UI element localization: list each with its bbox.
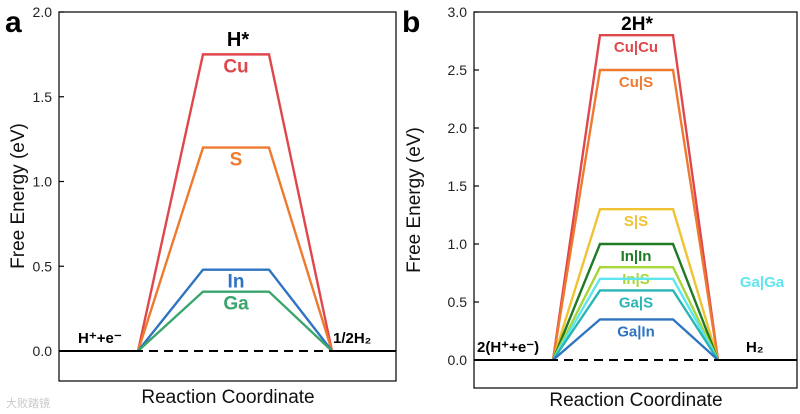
- panel-b-ylabel: Free Energy (eV): [404, 127, 425, 273]
- panel-a-frame: [58, 11, 397, 382]
- panel-a-series-label: S: [230, 150, 243, 171]
- panel-b-xlabel: Reaction Coordinate: [549, 390, 722, 411]
- panel-a-series-label: Cu: [223, 56, 248, 77]
- panel-a-end-label: 1/2H₂: [333, 330, 371, 347]
- panel-b-end-label: H₂: [746, 339, 764, 356]
- panel-b-frame: [473, 11, 798, 389]
- panel-b-ytick-label: 2.0: [448, 120, 468, 136]
- panel-a-ytick-label: 0.0: [33, 343, 53, 359]
- panel-a-series-line-ga: [137, 290, 333, 352]
- panel-b-letter: b: [402, 6, 420, 39]
- panel-b-peak-label: 2H*: [621, 14, 653, 35]
- panel-b-series-line-cu-s: [551, 68, 720, 361]
- panel-b-series-line-ga-in: [552, 318, 719, 361]
- panel-b-series-label: Cu|Cu: [614, 39, 658, 56]
- panel-b-series-label: In|In: [621, 248, 652, 265]
- panel-a-letter: a: [5, 6, 22, 39]
- panel-b-series-label: Ga|In: [617, 323, 655, 340]
- panel-b-ytick-label: 1.5: [448, 178, 468, 194]
- panel-b-series-label: Ga|Ga: [740, 274, 785, 291]
- panel-a-series-line-in: [137, 268, 333, 352]
- panel-a-ytick-label: 1.0: [33, 174, 53, 190]
- panel-b-series-line-s-s: [551, 208, 720, 361]
- panel-b-ytick-label: 1.0: [448, 236, 468, 252]
- panel-b-series-line-ga-s: [552, 289, 720, 361]
- panel-b-ytick-label: 3.0: [448, 4, 468, 20]
- panel-a-series-line-cu: [136, 53, 334, 352]
- panel-a-ytick-label: 1.5: [33, 89, 53, 105]
- panel-a-peak-label: H*: [227, 29, 249, 51]
- panel-a-start-label: H⁺+e⁻: [78, 330, 122, 347]
- panel-b-ytick-label: 2.5: [448, 62, 468, 78]
- panel-a-series-label: Ga: [223, 294, 249, 315]
- panel-a-series-line-s: [136, 146, 334, 352]
- panel-b-start-label: 2(H⁺+e⁻): [477, 339, 539, 356]
- panel-a-ytick-label: 2.0: [33, 4, 53, 20]
- panel-b-series-label: S|S: [624, 213, 648, 230]
- panel-b-series-line-in-in: [551, 242, 720, 361]
- panel-a-ytick-label: 0.5: [33, 258, 53, 274]
- panel-b-ytick-label: 0.0: [448, 352, 468, 368]
- panel-b-chart: 0.00.51.01.52.02.53.0 Cu|CuCu|SS|SIn|InI…: [404, 4, 798, 411]
- panel-a-series-label: In: [228, 272, 245, 293]
- panel-b-ytick-label: 0.5: [448, 294, 468, 310]
- panel-b-series-line-ga-ga: [551, 277, 720, 361]
- panel-b-series-label: Ga|S: [619, 294, 653, 311]
- panel-b-series-line-in-s: [551, 266, 720, 361]
- panel-a-ylabel: Free Energy (eV): [8, 123, 29, 269]
- watermark-text: 大败踏镜: [6, 396, 50, 410]
- panel-b-series-line-cu-cu: [551, 34, 720, 361]
- panel-b-series-label: Cu|S: [619, 74, 653, 91]
- panel-a-xlabel: Reaction Coordinate: [141, 387, 314, 408]
